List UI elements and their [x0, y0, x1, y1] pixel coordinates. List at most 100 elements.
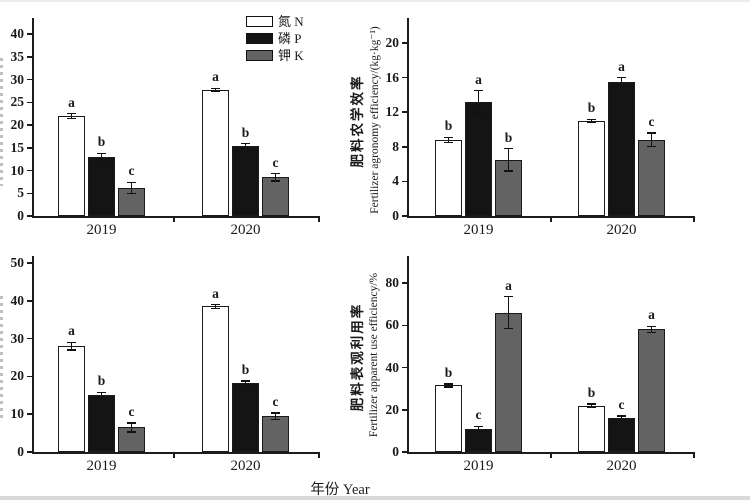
y-tick-mark	[27, 375, 32, 378]
y-tick-label: 0	[392, 444, 399, 459]
error-bar	[650, 132, 653, 147]
y-tick-label: 40	[10, 292, 25, 308]
error-bar-cap-top	[271, 173, 280, 175]
error-bar-cap-bottom	[444, 386, 453, 388]
significance-letter: b	[97, 134, 106, 150]
y-tick-label: 20	[10, 117, 25, 132]
significance-letter: b	[444, 364, 453, 380]
significance-letter: a	[505, 277, 512, 293]
significance-letter: c	[618, 397, 625, 413]
significance-letter: c	[128, 403, 135, 419]
y-tick-label: 40	[10, 26, 25, 41]
bar-p-2019	[465, 101, 492, 216]
y-tick-mark	[27, 451, 32, 453]
y-axis	[32, 256, 34, 454]
error-bar	[244, 380, 247, 386]
y-tick-mark	[402, 324, 407, 326]
y-tick-mark	[402, 76, 407, 79]
error-bar-cap-bottom	[67, 349, 76, 351]
legend-label: 钾 K	[278, 48, 304, 63]
bar-k-2020	[638, 329, 665, 452]
y-tick-mark	[402, 366, 407, 369]
error-bar-cap-bottom	[271, 418, 280, 420]
error-bar-cap-bottom	[271, 180, 280, 182]
y-axis-label-zh: 肥料表观利用率	[350, 302, 365, 412]
legend-swatch-k	[246, 50, 273, 61]
y-tick-label: 0	[392, 208, 399, 223]
legend-swatch-p	[246, 33, 273, 44]
error-bar-cap-bottom	[241, 384, 250, 387]
error-bar-cap-top	[647, 325, 656, 327]
y-tick-mark	[402, 180, 407, 183]
bar-p-2019	[465, 428, 492, 452]
x-axis	[407, 216, 695, 218]
error-bar-cap-top	[587, 118, 596, 120]
error-bar	[100, 392, 103, 399]
y-tick-mark	[27, 33, 32, 35]
category-label: 2019	[463, 458, 494, 474]
error-bar	[274, 413, 277, 420]
significance-letter: a	[212, 69, 219, 85]
significance-letter: a	[68, 323, 75, 339]
error-bar-cap-top	[127, 422, 136, 424]
error-bar-cap-bottom	[127, 192, 136, 194]
y-tick-label: 30	[10, 330, 25, 346]
error-bar-cap-top	[617, 415, 626, 417]
significance-letter: a	[648, 307, 655, 323]
error-bar-cap-bottom	[647, 146, 656, 148]
x-tick-mark-mid	[550, 453, 552, 458]
clipped-y-axis-label	[0, 58, 3, 186]
y-axis-label-en: Fertilizer apparent use efficiency/%	[368, 272, 380, 438]
error-bar	[274, 173, 277, 181]
bar-n-2019	[435, 385, 462, 452]
error-bar-cap-bottom	[617, 419, 626, 421]
error-bar-cap-bottom	[211, 307, 220, 310]
y-tick-label: 60	[385, 317, 400, 333]
bar-n-2020	[578, 120, 605, 216]
category-label: 2019	[463, 222, 494, 238]
y-tick-mark	[402, 146, 407, 148]
error-bar	[447, 137, 450, 143]
x-tick-mark-mid	[173, 453, 175, 458]
y-tick-mark	[402, 282, 407, 284]
y-tick-mark	[27, 413, 32, 415]
y-tick-label: 0	[17, 444, 24, 459]
error-bar-cap-bottom	[211, 90, 220, 92]
significance-letter: b	[241, 124, 250, 140]
y-tick-label: 25	[10, 94, 25, 110]
error-bar	[214, 304, 217, 309]
error-bar-cap-bottom	[647, 332, 656, 334]
significance-letter: b	[504, 129, 513, 145]
significance-letter: c	[272, 394, 279, 410]
error-bar-cap-bottom	[97, 159, 106, 162]
bar-p-2020	[232, 383, 259, 452]
error-bar	[100, 153, 103, 161]
legend-swatch-n	[246, 16, 273, 27]
y-tick-label: 0	[17, 208, 24, 223]
significance-letter: b	[587, 100, 596, 116]
y-tick-label: 12	[385, 104, 400, 120]
error-bar-cap-top	[504, 296, 513, 298]
y-tick-label: 5	[17, 185, 24, 201]
error-bar	[244, 143, 247, 149]
bar-k-2019	[495, 312, 522, 452]
error-bar-cap-bottom	[504, 327, 513, 330]
significance-letter: c	[272, 154, 279, 170]
error-bar-cap-top	[271, 412, 280, 414]
error-bar-cap-top	[67, 113, 76, 115]
error-bar-cap-bottom	[617, 85, 626, 87]
error-bar-cap-bottom	[444, 141, 453, 144]
significance-letter: a	[68, 94, 75, 110]
error-bar	[620, 416, 623, 421]
bar-n-2019	[58, 115, 85, 216]
y-tick-mark	[27, 337, 32, 340]
significance-letter: b	[241, 361, 250, 377]
y-tick-label: 4	[392, 173, 399, 189]
error-bar	[620, 77, 623, 87]
bar-p-2020	[608, 418, 635, 452]
y-tick-mark	[27, 262, 32, 264]
significance-letter: a	[212, 285, 219, 301]
error-bar	[477, 90, 480, 114]
